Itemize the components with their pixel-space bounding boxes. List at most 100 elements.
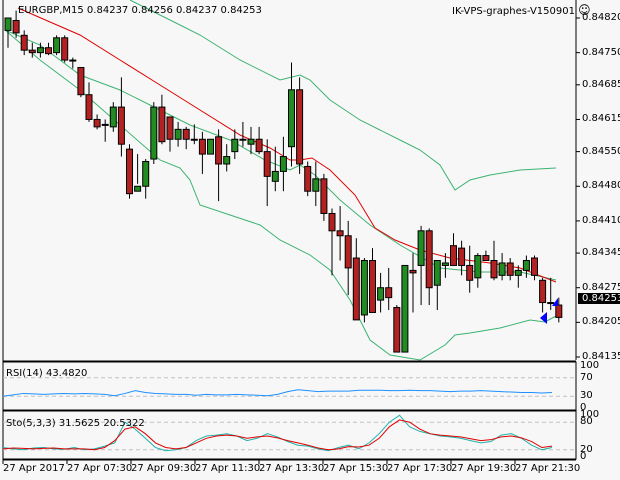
time-label: 27 Apr 2017 [3,463,65,474]
bear-candle [539,279,547,304]
bear-candle [369,259,376,313]
bull-candle [441,262,449,266]
bear-candle [263,151,271,177]
bull-candle [150,106,158,160]
bear-candle [255,138,263,153]
ea-label: IK-VPS-graphes-V150901 ☺ [452,3,591,17]
bull-candle [101,123,109,126]
bear-candle [198,138,206,155]
sto-axis-label: 100 [580,409,600,420]
bear-candle [215,136,223,165]
price-label: 0.84275 [582,281,620,293]
bull-candle [36,47,44,54]
bear-candle [482,255,490,261]
bear-candle [344,235,352,269]
bear-candle [385,287,393,299]
bull-candle [377,287,385,301]
bear-candle [45,47,52,55]
bull-candle [174,128,182,140]
price-label: 0.84615 [582,113,620,125]
rsi-line [2,389,553,397]
bear-candle [393,307,401,353]
bear-candle [336,230,344,237]
bull-candle [417,230,425,266]
bull-candle [360,259,368,316]
rsi-axis-label: 30 [580,390,593,402]
bear-candle [93,118,101,128]
bear-candle [466,264,474,281]
bear-candle [158,106,166,143]
symbol-info: EURGBP,M15 0.84237 0.84256 0.84237 0.842… [18,5,262,16]
trade-arrow-icon [552,298,558,306]
bear-candle [77,66,85,96]
current-price-label: 0.84253 [578,292,620,304]
bear-candle [458,247,466,266]
bull-candle [231,138,239,153]
bull-candle [207,138,214,155]
price-label: 0.84685 [582,78,620,90]
bull-candle [247,138,255,145]
price-label: 0.84480 [582,180,620,192]
bear-candle [490,259,498,279]
price-label: 0.84550 [582,145,620,157]
bear-candle [12,19,20,34]
ea-name: IK-VPS-graphes-V150901 [452,6,575,17]
smiley-icon: ☺ [578,3,591,17]
bull-candle [223,156,231,165]
time-label: 27 Apr 09:30 [131,463,197,474]
bear-candle [126,148,133,195]
sto-frame [2,410,577,460]
sto-title: Sto(5,3,3) 31.5625 20.5322 [6,418,145,429]
time-label: 27 Apr 11:30 [195,463,261,474]
time-label: 27 Apr 21:30 [515,463,581,474]
bull-candle [433,259,441,286]
price-label: 0.84205 [582,316,620,328]
rsi-axis-label: 100 [580,360,600,371]
bear-candle [506,262,514,276]
bear-candle [320,178,328,214]
bear-candle [531,257,538,276]
bull-candle [514,269,522,276]
rsi-axis-label: 70 [580,371,593,383]
bull-candle [498,262,506,276]
bull-candle [288,89,295,148]
bull-candle [547,302,555,305]
moving-average [17,7,557,283]
price-label: 0.84135 [582,351,620,362]
bull-candle [271,170,279,182]
bull-candle [109,106,117,128]
price-label: 0.84750 [582,46,620,58]
bear-candle [425,230,433,289]
bear-candle [28,49,36,54]
price-label: 0.84410 [582,214,620,226]
bear-candle [304,165,312,192]
bull-candle [401,264,409,353]
time-label: 27 Apr 19:30 [451,463,517,474]
bear-candle [117,106,125,145]
rsi-axis-label: 0 [580,402,587,413]
time-label: 27 Apr 13:30 [259,463,325,474]
bollinger-middle [4,29,557,281]
sto-axis-label: 80 [580,416,593,428]
bear-candle [85,94,93,120]
bull-candle [4,17,12,31]
time-label: 27 Apr 07:30 [67,463,133,474]
bull-candle [474,255,482,279]
sto-signal-line [2,419,553,451]
bull-candle [279,156,287,172]
rsi-title: RSI(14) 43.4820 [6,368,88,379]
bear-candle [352,257,360,321]
bear-candle [409,269,417,274]
bear-candle [450,245,457,266]
bull-candle [134,185,142,192]
sto-main-line [2,414,553,452]
trade-arrow-icon [540,312,547,324]
bear-candle [182,128,190,140]
bull-candle [142,161,150,187]
bear-candle [20,34,28,51]
bull-candle [53,37,61,54]
bear-candle [328,212,336,232]
time-label: 27 Apr 15:30 [323,463,389,474]
bull-candle [69,59,77,62]
